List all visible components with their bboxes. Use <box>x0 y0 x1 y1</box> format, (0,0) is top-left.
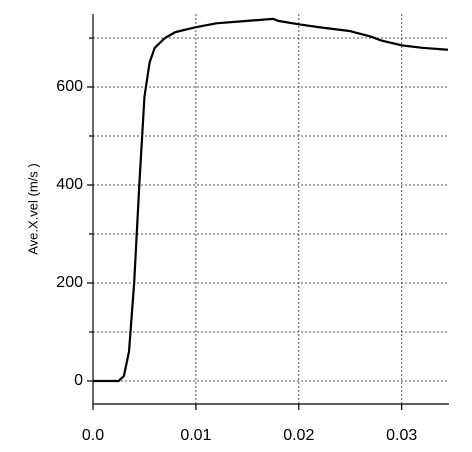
y-tick-label: 200 <box>56 274 83 291</box>
y-axis-label: Ave.X.vel (m/s ) <box>25 163 40 255</box>
y-tick-label: 400 <box>56 176 83 193</box>
x-tick-label: 0.03 <box>386 427 417 444</box>
y-tick-label: 0 <box>74 372 83 389</box>
x-tick-label: 0.01 <box>180 427 211 444</box>
data-line <box>93 17 449 383</box>
x-tick-label: 0.0 <box>82 427 104 444</box>
x-tick-label: 0.02 <box>283 427 314 444</box>
y-tick-label: 600 <box>56 78 83 95</box>
